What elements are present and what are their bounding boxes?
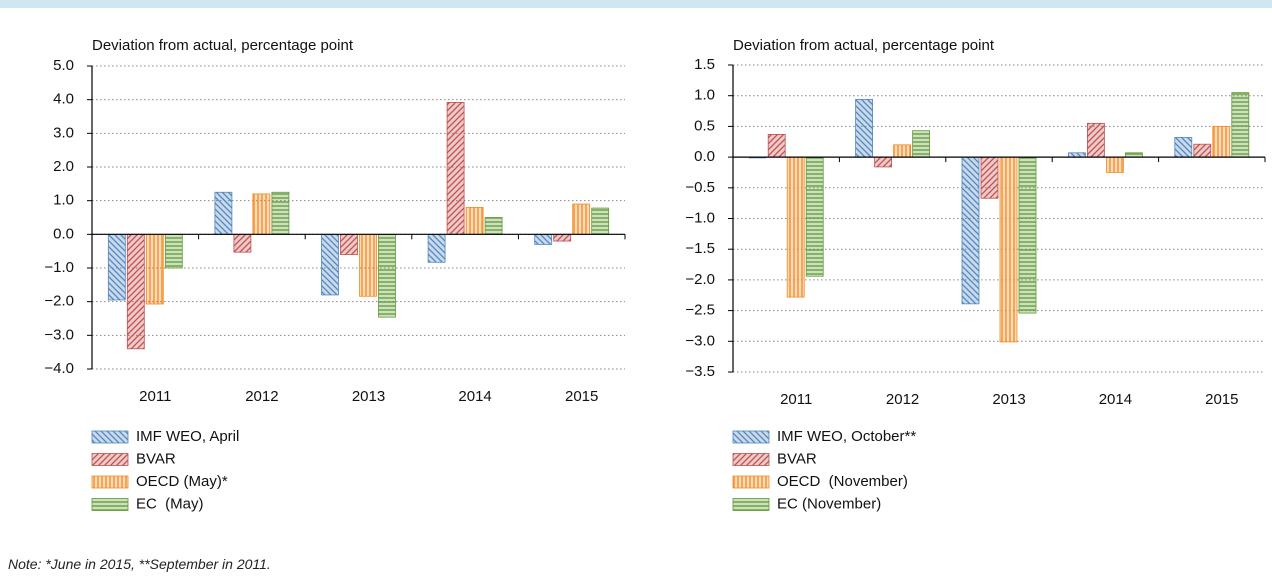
legend-swatch [91,453,129,466]
legend-label: OECD (November) [777,473,908,490]
legend-swatch [732,475,770,489]
bar [1174,137,1193,158]
y-tick-label: 1.0 [694,87,715,104]
y-tick-label: −4.0 [44,360,74,377]
legend-label: IMF WEO, April [136,428,239,445]
y-tick-label: −1.0 [685,209,715,226]
bar [484,217,503,235]
legend-swatch [732,430,770,444]
bar [1125,152,1143,158]
bar [252,193,271,235]
y-tick-label: −3.5 [685,363,715,380]
bar [359,233,377,297]
bar [321,233,339,296]
legend-label: BVAR [136,450,176,467]
legend-label: IMF WEO, October** [777,428,916,445]
x-tick-label: 2013 [352,388,385,405]
bar [271,191,290,235]
bar [874,156,892,168]
bar [912,130,930,158]
legend-swatch [732,498,770,511]
legend-label: OECD (May)* [136,473,228,490]
bar [534,233,553,245]
legend-label: EC (May) [136,495,204,512]
x-tick-label: 2012 [245,388,278,405]
legend-swatch [91,475,129,489]
y-tick-label: −3.0 [685,332,715,349]
y-tick-label: −1.5 [685,240,715,257]
bar [572,203,591,235]
bar [767,133,786,158]
y-tick-label: 5.0 [53,57,74,74]
y-tick-label: 2.0 [53,158,74,175]
bar [214,191,233,235]
y-tick-label: 0.5 [694,117,715,134]
bar [126,233,145,350]
bar [855,98,873,158]
y-tick-label: −2.5 [685,302,715,319]
y-tick-label: 3.0 [53,124,74,141]
legend-label: EC (November) [777,495,881,512]
bar [1068,152,1086,158]
bar [427,233,446,263]
x-tick-label: 2011 [139,388,171,405]
bar [1193,143,1212,158]
legend-swatch [732,453,770,466]
bar [1212,126,1231,158]
x-tick-label: 2014 [458,388,491,405]
y-tick-label: 0.0 [694,148,715,165]
bar [1106,156,1124,173]
x-tick-label: 2015 [565,388,598,405]
y-tick-label: −3.0 [44,326,74,343]
bar [893,144,911,158]
x-tick-label: 2013 [992,391,1025,408]
chart-title: Deviation from actual, percentage point [92,37,354,54]
bar [591,207,610,235]
bar [446,101,465,235]
bar [378,233,396,318]
legend-swatch [91,498,129,511]
y-tick-label: −2.0 [685,271,715,288]
bar [553,233,572,242]
bar [145,233,164,305]
x-tick-label: 2014 [1099,391,1132,408]
bar [340,233,358,255]
bar [164,233,183,269]
note: Note: *June in 2015, **September in 2011… [8,556,271,572]
y-tick-label: −0.5 [685,179,715,196]
y-tick-label: −1.0 [44,259,74,276]
bar [1231,92,1250,158]
bar [233,233,252,253]
bar [805,156,824,277]
top-band [0,0,1272,8]
legend-swatch [91,430,129,444]
y-tick-label: 1.5 [694,56,715,73]
chart-title: Deviation from actual, percentage point [733,37,995,54]
y-tick-label: 4.0 [53,91,74,108]
y-tick-label: −2.0 [44,293,74,310]
bar [961,156,980,305]
x-tick-label: 2012 [886,391,919,408]
y-tick-label: 1.0 [53,192,74,209]
x-tick-label: 2011 [780,391,812,408]
legend-label: BVAR [777,450,817,467]
bar [999,156,1018,343]
bar [107,233,126,301]
x-tick-label: 2015 [1205,391,1238,408]
bar [465,206,484,235]
bar [786,156,805,298]
bar [980,156,999,199]
bar [1087,122,1105,158]
y-tick-label: 0.0 [53,225,74,242]
bar [1018,156,1037,314]
